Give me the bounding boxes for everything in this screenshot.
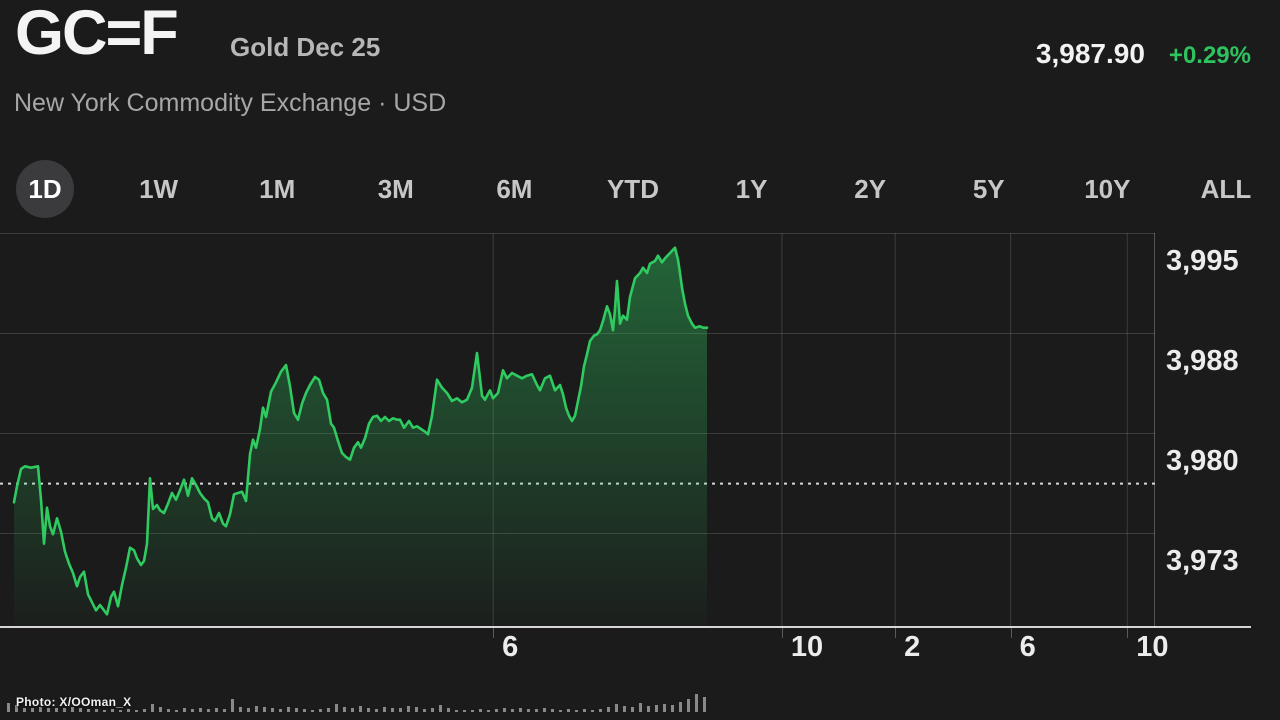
- y-axis-label: 3,995: [1166, 245, 1239, 277]
- photo-credit: Photo: X/OOman_X: [16, 695, 132, 709]
- volume-bars: [7, 694, 706, 712]
- range-tab-1y[interactable]: 1Y: [735, 173, 768, 204]
- price-chart[interactable]: [0, 233, 1155, 627]
- x-axis-tick: [1127, 628, 1129, 638]
- range-tab-ytd[interactable]: YTD: [606, 173, 659, 204]
- x-axis-label: 6: [1019, 631, 1036, 663]
- x-axis-label: 10: [1136, 631, 1169, 663]
- price-block: 3,987.90 +0.29%: [1036, 38, 1251, 70]
- y-axis-label: 3,988: [1166, 345, 1239, 377]
- range-tab-1w[interactable]: 1W: [139, 173, 179, 204]
- y-axis-label: 3,973: [1166, 545, 1239, 577]
- x-axis-label: 6: [502, 631, 519, 663]
- symbol-logo: GC=F: [15, 0, 179, 68]
- x-axis-label: 2: [904, 631, 921, 663]
- range-tab-2y[interactable]: 2Y: [854, 173, 887, 204]
- instrument-name: Gold Dec 25: [230, 32, 381, 62]
- range-tab-1d[interactable]: 1D: [16, 160, 74, 218]
- range-tab-bar: 1D 1W 1M 3M 6M YTD 1Y 2Y 5Y 10Y ALL: [0, 159, 1280, 219]
- range-tab-6m[interactable]: 6M: [496, 173, 533, 204]
- price-change-percent: +0.29%: [1168, 42, 1251, 69]
- exchange-subtitle: New York Commodity Exchange · USD: [14, 89, 447, 117]
- x-axis-tick: [781, 628, 783, 638]
- x-axis-line: [0, 626, 1251, 628]
- range-tab-3m[interactable]: 3M: [377, 173, 414, 204]
- range-tab-1m[interactable]: 1M: [259, 173, 296, 204]
- range-tab-5y[interactable]: 5Y: [972, 173, 1005, 204]
- price-line: [12, 246, 709, 616]
- x-axis-tick: [895, 628, 897, 638]
- y-axis-label: 3,980: [1166, 445, 1239, 477]
- x-axis-label: 10: [790, 631, 824, 663]
- last-price: 3,987.90: [1035, 38, 1145, 69]
- range-tab-all[interactable]: ALL: [1200, 173, 1252, 204]
- x-axis-tick: [493, 628, 495, 638]
- area-fill: [14, 247, 707, 627]
- x-axis-tick: [1010, 628, 1012, 638]
- range-tab-10y[interactable]: 10Y: [1084, 173, 1131, 204]
